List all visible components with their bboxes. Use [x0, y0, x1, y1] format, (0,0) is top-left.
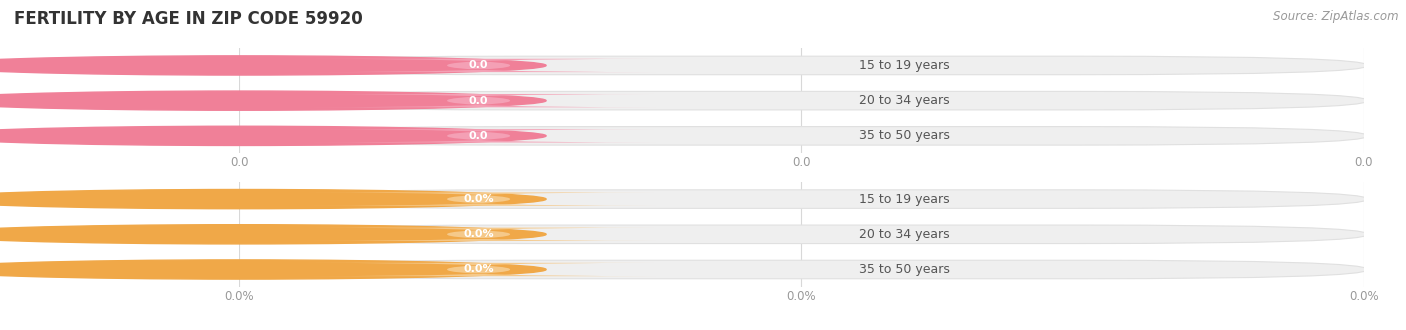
FancyBboxPatch shape — [302, 228, 655, 241]
FancyBboxPatch shape — [236, 127, 1367, 145]
Text: 15 to 19 years: 15 to 19 years — [859, 193, 949, 206]
FancyBboxPatch shape — [302, 263, 655, 276]
Circle shape — [0, 91, 546, 110]
Text: 20 to 34 years: 20 to 34 years — [859, 94, 949, 107]
Text: 35 to 50 years: 35 to 50 years — [859, 263, 949, 276]
Text: 15 to 19 years: 15 to 19 years — [859, 59, 949, 72]
Circle shape — [0, 260, 546, 279]
FancyBboxPatch shape — [236, 91, 1367, 110]
Circle shape — [0, 225, 546, 244]
Text: 20 to 34 years: 20 to 34 years — [859, 228, 949, 241]
FancyBboxPatch shape — [236, 190, 1367, 208]
FancyBboxPatch shape — [236, 225, 1367, 244]
Circle shape — [0, 56, 546, 75]
Text: 0.0: 0.0 — [468, 60, 488, 70]
Text: 0.0%: 0.0% — [464, 265, 494, 275]
Text: 0.0%: 0.0% — [464, 194, 494, 204]
FancyBboxPatch shape — [302, 192, 655, 206]
Text: 0.0%: 0.0% — [464, 229, 494, 239]
FancyBboxPatch shape — [302, 94, 655, 107]
Text: FERTILITY BY AGE IN ZIP CODE 59920: FERTILITY BY AGE IN ZIP CODE 59920 — [14, 10, 363, 28]
Text: 0.0: 0.0 — [468, 131, 488, 141]
Circle shape — [0, 126, 546, 146]
FancyBboxPatch shape — [302, 129, 655, 143]
FancyBboxPatch shape — [302, 59, 655, 72]
Text: 0.0: 0.0 — [468, 96, 488, 106]
Text: 35 to 50 years: 35 to 50 years — [859, 129, 949, 142]
Circle shape — [0, 189, 546, 209]
Text: Source: ZipAtlas.com: Source: ZipAtlas.com — [1274, 10, 1399, 23]
FancyBboxPatch shape — [236, 56, 1367, 75]
FancyBboxPatch shape — [236, 260, 1367, 279]
